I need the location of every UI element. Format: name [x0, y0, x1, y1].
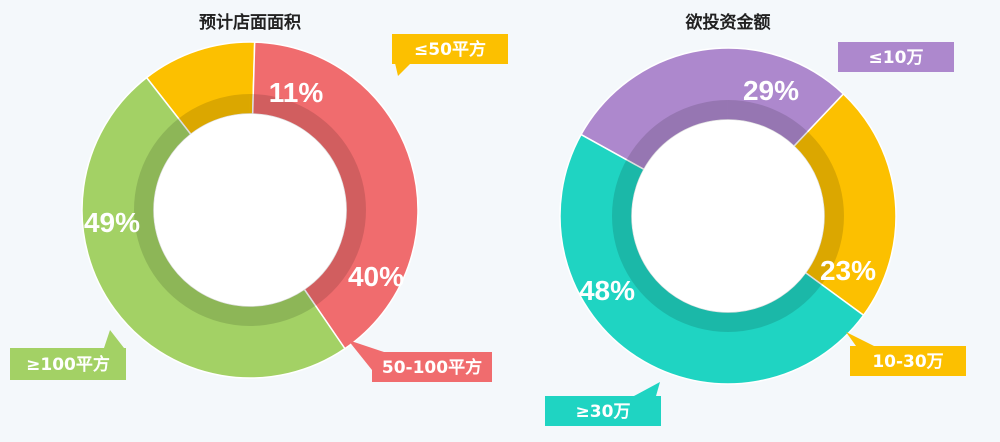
donut-hole	[632, 120, 824, 312]
percent-label: 29%	[743, 75, 799, 106]
donut-chart-1: 预计店面面积 11% 40% 49% ≤50平方 50-100平方 ≥100平方	[10, 12, 508, 382]
callout-box	[545, 396, 661, 426]
slice-label: ≥30万	[576, 402, 631, 422]
callout-label: ≥100平方	[10, 330, 126, 380]
callout-pointer	[634, 382, 660, 396]
callout-label: ≥30万	[545, 382, 661, 426]
callout-label: ≤50平方	[392, 34, 508, 76]
callout-pointer	[846, 332, 874, 346]
chart-title: 预计店面面积	[199, 12, 301, 33]
chart-title: 欲投资金额	[685, 12, 771, 33]
callout-label: ≤10万	[838, 42, 954, 72]
callout-box	[850, 346, 966, 376]
percent-label: 48%	[579, 275, 635, 306]
percent-label: 49%	[84, 207, 140, 238]
donut-hole	[154, 114, 346, 306]
callout-label: 50-100平方	[348, 340, 492, 382]
slice-label: ≥100平方	[26, 354, 110, 375]
callout-box	[392, 34, 508, 64]
callout-box	[10, 348, 126, 380]
slice-label: 50-100平方	[382, 357, 482, 378]
callout-box	[838, 42, 954, 72]
slice-label: ≤10万	[869, 48, 924, 68]
percent-label: 11%	[269, 77, 324, 108]
donut-chart-2: 欲投资金额 29% 23% 48% ≤10万 10-30万 ≥30万	[545, 12, 966, 426]
callout-box	[372, 352, 492, 382]
slice-label: 10-30万	[872, 352, 943, 372]
callout-label: 10-30万	[846, 332, 966, 376]
percent-label: 23%	[820, 255, 876, 286]
slice-label: ≤50平方	[414, 39, 486, 60]
percent-label: 40%	[348, 261, 404, 292]
callout-pointer	[104, 330, 124, 348]
